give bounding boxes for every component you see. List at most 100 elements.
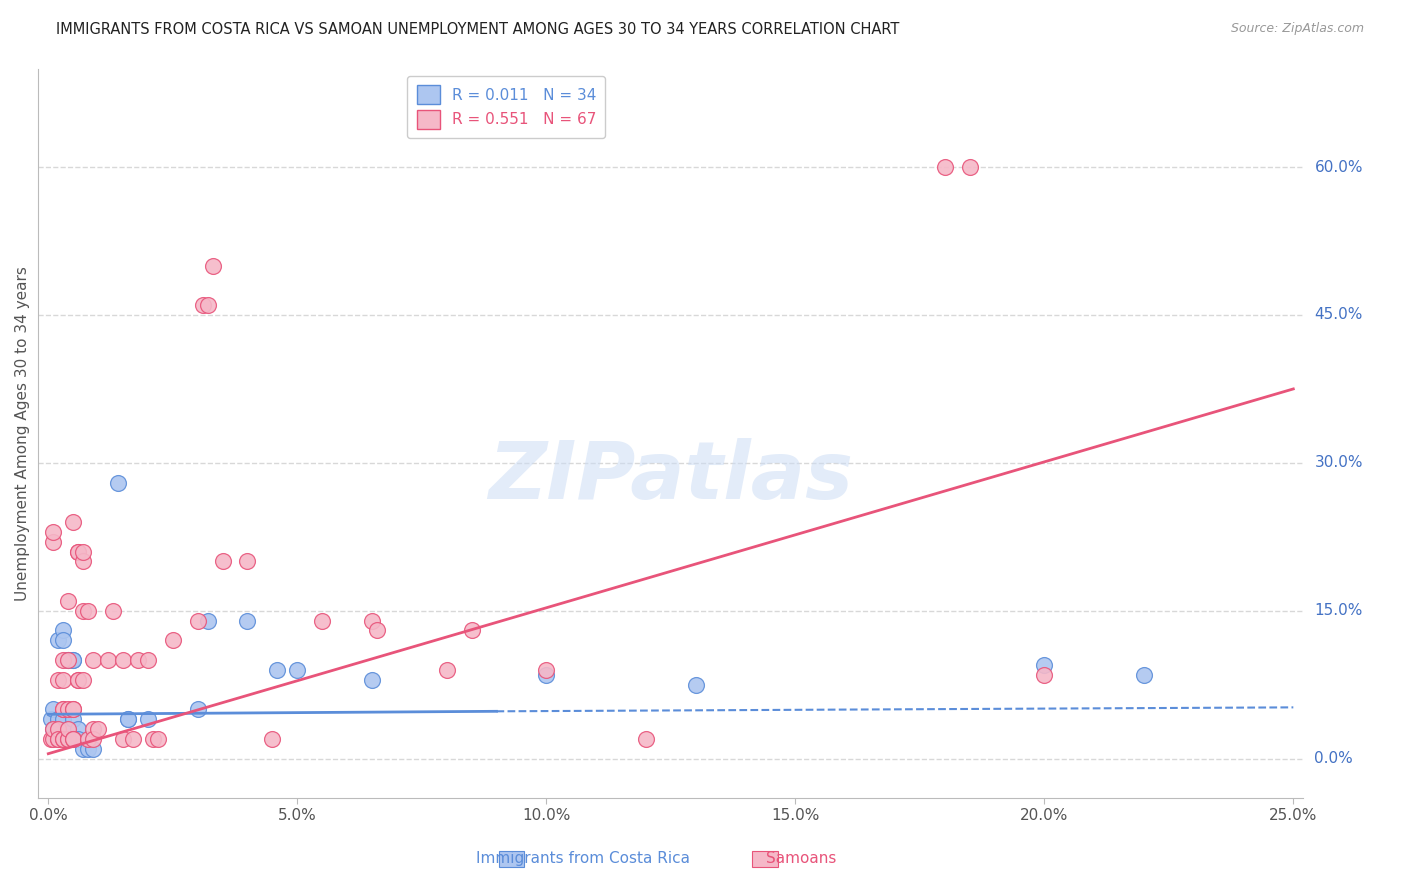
Point: [52, 653, 75, 667]
Point: [536, 663, 558, 677]
Point: [42, 534, 65, 549]
Point: [42, 731, 65, 746]
Text: Source: ZipAtlas.com: Source: ZipAtlas.com: [1230, 22, 1364, 36]
Point: [52, 673, 75, 687]
Point: [191, 298, 214, 312]
Legend: R = 0.011   N = 34, R = 0.551   N = 67: R = 0.011 N = 34, R = 0.551 N = 67: [408, 76, 606, 138]
Point: [52, 702, 75, 716]
Point: [117, 712, 139, 726]
Point: [58, 731, 80, 746]
Point: [361, 673, 384, 687]
Point: [101, 604, 124, 618]
Point: [58, 594, 80, 608]
Point: [72, 673, 94, 687]
Point: [934, 160, 956, 174]
Point: [58, 653, 80, 667]
Text: 60.0%: 60.0%: [1315, 160, 1362, 175]
Point: [46, 722, 69, 736]
Point: [107, 475, 129, 490]
Point: [87, 722, 110, 736]
Point: [58, 702, 80, 716]
Text: 15.0%: 15.0%: [1315, 603, 1362, 618]
Point: [136, 712, 159, 726]
Point: [62, 731, 84, 746]
Point: [436, 663, 458, 677]
Text: Samoans: Samoans: [766, 851, 837, 865]
Point: [685, 678, 707, 692]
Y-axis label: Unemployment Among Ages 30 to 34 years: Unemployment Among Ages 30 to 34 years: [15, 266, 30, 600]
Point: [122, 731, 145, 746]
Point: [46, 633, 69, 648]
Point: [959, 160, 981, 174]
Point: [46, 722, 69, 736]
Point: [285, 663, 308, 677]
Point: [62, 653, 84, 667]
Point: [1133, 668, 1156, 682]
Point: [127, 653, 149, 667]
Point: [67, 544, 90, 558]
Point: [62, 712, 84, 726]
Point: [58, 722, 80, 736]
Point: [67, 673, 90, 687]
Point: [46, 731, 69, 746]
Point: [97, 653, 120, 667]
Point: [62, 731, 84, 746]
Point: [42, 702, 65, 716]
Point: [58, 722, 80, 736]
Point: [311, 614, 333, 628]
Point: [187, 702, 209, 716]
Point: [82, 722, 104, 736]
Text: 45.0%: 45.0%: [1315, 308, 1362, 323]
Point: [111, 653, 134, 667]
Point: [262, 731, 284, 746]
Text: ZIPatlas: ZIPatlas: [488, 438, 853, 516]
Point: [72, 604, 94, 618]
Point: [52, 731, 75, 746]
Point: [67, 673, 90, 687]
Point: [52, 731, 75, 746]
Point: [72, 544, 94, 558]
Point: [146, 731, 169, 746]
Point: [52, 712, 75, 726]
Point: [197, 614, 219, 628]
Point: [42, 722, 65, 736]
Point: [111, 731, 134, 746]
Text: 0.0%: 0.0%: [1315, 751, 1353, 766]
Point: [1033, 668, 1056, 682]
Point: [72, 741, 94, 756]
Point: [82, 653, 104, 667]
Point: [42, 524, 65, 539]
Point: [1033, 657, 1056, 672]
Point: [236, 614, 259, 628]
Point: [62, 702, 84, 716]
Point: [46, 673, 69, 687]
Point: [162, 633, 184, 648]
Point: [82, 731, 104, 746]
Point: [46, 712, 69, 726]
Point: [536, 668, 558, 682]
Point: [634, 731, 657, 746]
Point: [52, 633, 75, 648]
Point: [82, 741, 104, 756]
Point: [211, 554, 233, 568]
Point: [197, 298, 219, 312]
Text: 30.0%: 30.0%: [1315, 456, 1362, 470]
Point: [72, 554, 94, 568]
Point: [361, 614, 384, 628]
Point: [52, 624, 75, 638]
Text: IMMIGRANTS FROM COSTA RICA VS SAMOAN UNEMPLOYMENT AMONG AGES 30 TO 34 YEARS CORR: IMMIGRANTS FROM COSTA RICA VS SAMOAN UNE…: [56, 22, 900, 37]
Point: [77, 731, 100, 746]
Point: [67, 731, 90, 746]
Point: [201, 259, 224, 273]
Point: [39, 712, 62, 726]
Point: [142, 731, 165, 746]
Point: [67, 544, 90, 558]
Point: [77, 604, 100, 618]
Text: Immigrants from Costa Rica: Immigrants from Costa Rica: [477, 851, 690, 865]
Point: [62, 653, 84, 667]
Point: [46, 731, 69, 746]
Point: [62, 702, 84, 716]
Point: [58, 653, 80, 667]
Point: [366, 624, 388, 638]
Point: [58, 653, 80, 667]
